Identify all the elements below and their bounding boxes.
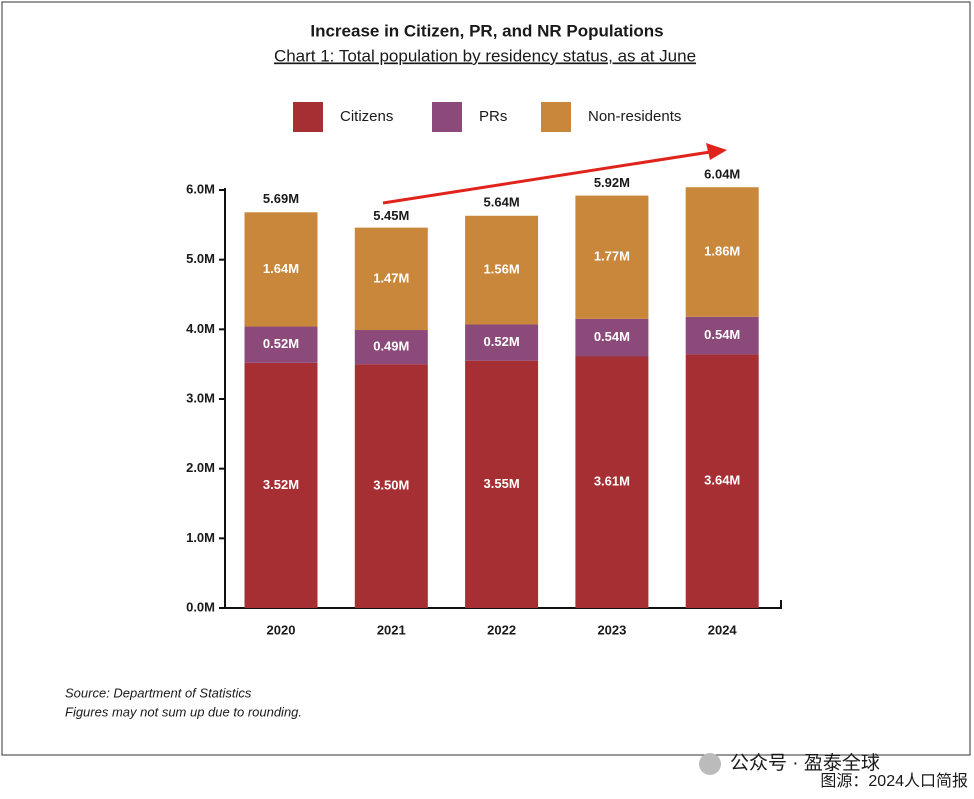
segment-label: 1.77M <box>594 249 630 264</box>
bar-segment <box>685 187 759 317</box>
note: Figures may not sum up due to rounding. <box>65 704 302 719</box>
legend-swatch <box>432 102 462 132</box>
total-label: 5.69M <box>263 191 299 206</box>
y-tick-label: 2.0M <box>186 460 215 475</box>
bar-segment <box>354 330 428 365</box>
bar-segment <box>575 318 649 357</box>
legend-label: Citizens <box>340 108 393 125</box>
bar-segment <box>244 362 318 608</box>
watermark: 公众号 · 盈泰全球 <box>730 752 880 774</box>
segment-label: 0.54M <box>704 327 740 342</box>
total-label: 5.64M <box>484 195 520 210</box>
bar-segment <box>685 354 759 608</box>
watermark-icon <box>699 753 721 775</box>
bar-segment <box>354 227 428 331</box>
y-tick-label: 6.0M <box>186 181 215 196</box>
x-tick-label: 2024 <box>708 622 738 637</box>
y-tick-label: 0.0M <box>186 599 215 614</box>
segment-label: 3.55M <box>484 476 520 491</box>
legend-label: PRs <box>479 108 507 125</box>
bar-segment <box>465 360 539 608</box>
segment-label: 0.54M <box>594 329 630 344</box>
bar-segment <box>465 215 539 325</box>
bar-segment <box>354 364 428 608</box>
segment-label: 1.86M <box>704 243 740 258</box>
y-tick-label: 5.0M <box>186 251 215 266</box>
segment-label: 0.52M <box>263 336 299 351</box>
bar-segment <box>575 356 649 608</box>
segment-label: 3.50M <box>373 478 409 493</box>
plot: 0.0M 1.0M 2.0M 3.0M 4.0M 5.0M 6.0M Citizens PRs N… <box>186 102 759 637</box>
segment-label: 0.49M <box>373 339 409 354</box>
segment-label: 3.52M <box>263 477 299 492</box>
bar-segment <box>685 316 759 355</box>
source: Source: Department of Statistics <box>65 685 252 700</box>
bar-segment <box>244 326 318 363</box>
y-tick-label: 3.0M <box>186 390 215 405</box>
bar-segment <box>465 324 539 361</box>
x-tick-label: 2020 <box>267 622 296 637</box>
segment-label: 1.64M <box>263 261 299 276</box>
x-tick-label: 2021 <box>377 622 406 637</box>
total-label: 5.45M <box>373 208 409 223</box>
legend-label: Non-residents <box>588 108 681 125</box>
credit: 图源：2024人口简报 <box>820 772 968 790</box>
arrow-head <box>706 143 727 160</box>
legend-swatch <box>293 102 323 132</box>
total-label: 6.04M <box>704 167 740 182</box>
chart-title: Increase in Citizen, PR, and NR Populati… <box>310 21 663 40</box>
segment-label: 0.52M <box>484 334 520 349</box>
segment-label: 1.56M <box>484 262 520 277</box>
bar-segment <box>575 195 649 319</box>
legend-swatch <box>541 102 571 132</box>
y-tick-label: 1.0M <box>186 530 215 545</box>
x-tick-label: 2023 <box>597 622 626 637</box>
segment-label: 3.64M <box>704 473 740 488</box>
segment-label: 1.47M <box>373 270 409 285</box>
y-tick-label: 4.0M <box>186 321 215 336</box>
segment-label: 3.61M <box>594 474 630 489</box>
total-label: 5.92M <box>594 175 630 190</box>
x-tick-label: 2022 <box>487 622 516 637</box>
trend-arrow <box>382 150 711 205</box>
bar-segment <box>244 212 318 327</box>
chart-subtitle: Chart 1: Total population by residency s… <box>274 46 696 65</box>
